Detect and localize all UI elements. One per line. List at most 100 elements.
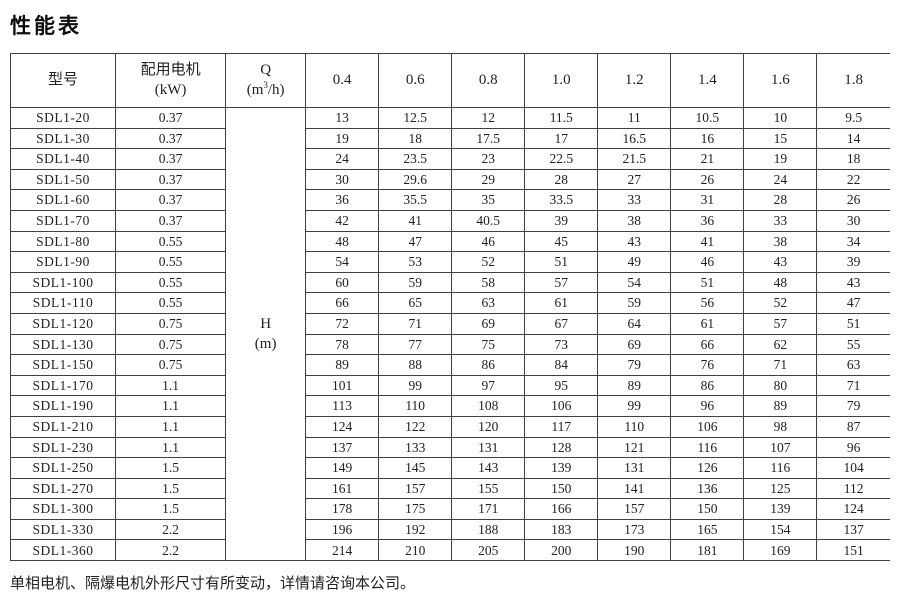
head-value-cell: 29 bbox=[451, 168, 526, 191]
head-value-cell: 128 bbox=[524, 436, 599, 459]
head-value-cell: 71 bbox=[816, 374, 890, 397]
head-value-cell: 125 bbox=[743, 477, 818, 500]
head-value-cell: 196 bbox=[305, 518, 380, 541]
head-value-cell: 166 bbox=[524, 498, 599, 520]
head-value-cell: 18 bbox=[816, 148, 890, 170]
head-value-cell: 26 bbox=[670, 168, 745, 191]
head-value-cell: 169 bbox=[743, 539, 818, 562]
model-cell: SDL1-150 bbox=[9, 354, 117, 376]
head-value-cell: 22.5 bbox=[524, 148, 599, 170]
head-value-cell: 10 bbox=[743, 107, 818, 129]
col-header-flow-value: 0.6 bbox=[378, 53, 453, 108]
head-value-cell: 41 bbox=[670, 230, 745, 253]
head-value-cell: 210 bbox=[378, 539, 453, 562]
head-value-cell: 15 bbox=[743, 127, 818, 150]
flow-unit: (m3/h) bbox=[226, 80, 305, 101]
head-value-cell: 49 bbox=[597, 251, 672, 273]
head-value-cell: 38 bbox=[597, 209, 672, 232]
head-value-cell: 43 bbox=[816, 271, 890, 294]
table-row: SDL1-250 1.5 149 145 143 139 131 126 116 104 bbox=[9, 457, 890, 479]
head-value-cell: 24 bbox=[305, 148, 380, 170]
table-row: SDL1-20 0.37 H (m) 13 12.5 12 11.5 11 10.5 10 9.5 bbox=[9, 106, 890, 562]
motor-power-cell: 0.37 bbox=[115, 107, 227, 129]
model-cell: SDL1-210 bbox=[9, 415, 117, 438]
head-value-cell: 108 bbox=[451, 395, 526, 417]
head-value-cell: 36 bbox=[305, 189, 380, 211]
head-value-cell: 86 bbox=[670, 374, 745, 397]
table-row: SDL1-60 0.37 36 35.5 35 33.5 33 31 28 26 bbox=[9, 189, 890, 211]
table-row: SDL1-110 0.55 66 65 63 61 59 56 52 47 bbox=[9, 292, 890, 314]
head-value-cell: 137 bbox=[816, 518, 890, 541]
motor-power-cell: 1.1 bbox=[115, 374, 227, 397]
model-cell: SDL1-70 bbox=[9, 209, 117, 232]
head-value-cell: 126 bbox=[670, 457, 745, 479]
head-value-cell: 69 bbox=[451, 312, 526, 335]
head-symbol: H bbox=[260, 315, 272, 332]
head-value-cell: 45 bbox=[524, 230, 599, 253]
model-cell: SDL1-90 bbox=[9, 251, 117, 273]
head-value-cell: 175 bbox=[378, 498, 453, 520]
head-value-cell: 57 bbox=[524, 271, 599, 294]
motor-power-cell: 0.55 bbox=[115, 271, 227, 294]
head-value-cell: 54 bbox=[597, 271, 672, 294]
head-value-cell: 139 bbox=[524, 457, 599, 479]
head-value-cell: 43 bbox=[743, 251, 818, 273]
col-header-motor-unit: (kW) bbox=[154, 81, 187, 98]
head-value-cell: 190 bbox=[597, 539, 672, 562]
table-row: SDL1-130 0.75 78 77 75 73 69 66 62 55 bbox=[9, 333, 890, 356]
head-unit: (m) bbox=[254, 336, 277, 353]
table-row: SDL1-230 1.1 137 133 131 128 121 116 107 96 bbox=[9, 436, 890, 459]
head-value-cell: 67 bbox=[524, 312, 599, 335]
head-value-cell: 48 bbox=[743, 271, 818, 294]
header-row: 型号 配用电机 (kW) Q (m3/h) 0.4 0.6 0.8 1.0 1.… bbox=[9, 53, 890, 108]
head-value-cell: 60 bbox=[305, 271, 380, 294]
motor-power-cell: 0.37 bbox=[115, 168, 227, 191]
head-value-cell: 150 bbox=[524, 477, 599, 500]
model-cell: SDL1-40 bbox=[9, 148, 117, 170]
model-cell: SDL1-330 bbox=[9, 518, 117, 541]
head-value-cell: 143 bbox=[451, 457, 526, 479]
head-value-cell: 47 bbox=[378, 230, 453, 253]
head-value-cell: 33 bbox=[743, 209, 818, 232]
head-value-cell: 13 bbox=[305, 107, 380, 129]
motor-power-cell: 0.75 bbox=[115, 333, 227, 356]
motor-power-cell: 1.1 bbox=[115, 436, 227, 459]
head-value-cell: 63 bbox=[451, 292, 526, 314]
head-value-cell: 63 bbox=[816, 354, 890, 376]
head-value-cell: 55 bbox=[816, 333, 890, 356]
table-row: SDL1-30 0.37 19 18 17.5 17 16.5 16 15 14 bbox=[9, 127, 890, 150]
head-value-cell: 79 bbox=[597, 354, 672, 376]
head-value-cell: 69 bbox=[597, 333, 672, 356]
head-value-cell: 112 bbox=[816, 477, 890, 500]
head-value-cell: 101 bbox=[305, 374, 380, 397]
head-value-cell: 149 bbox=[305, 457, 380, 479]
table-row: SDL1-120 0.75 72 71 69 67 64 61 57 51 bbox=[9, 312, 890, 335]
head-value-cell: 155 bbox=[451, 477, 526, 500]
head-value-cell: 14 bbox=[816, 127, 890, 150]
table-row: SDL1-170 1.1 101 99 97 95 89 86 80 71 bbox=[9, 374, 890, 397]
head-value-cell: 99 bbox=[597, 395, 672, 417]
head-value-cell: 214 bbox=[305, 539, 380, 562]
head-value-cell: 80 bbox=[743, 374, 818, 397]
motor-power-cell: 1.1 bbox=[115, 395, 227, 417]
motor-power-cell: 0.37 bbox=[115, 148, 227, 170]
col-header-flow-value: 0.4 bbox=[305, 53, 380, 108]
head-value-cell: 122 bbox=[378, 415, 453, 438]
motor-power-cell: 1.5 bbox=[115, 457, 227, 479]
head-value-cell: 28 bbox=[743, 189, 818, 211]
motor-power-cell: 0.55 bbox=[115, 230, 227, 253]
motor-power-cell: 2.2 bbox=[115, 518, 227, 541]
model-cell: SDL1-360 bbox=[9, 539, 117, 562]
model-cell: SDL1-50 bbox=[9, 168, 117, 191]
head-value-cell: 145 bbox=[378, 457, 453, 479]
head-value-cell: 31 bbox=[670, 189, 745, 211]
col-header-model: 型号 bbox=[9, 53, 117, 108]
head-value-cell: 33 bbox=[597, 189, 672, 211]
head-value-cell: 29.6 bbox=[378, 168, 453, 191]
head-value-cell: 40.5 bbox=[451, 209, 526, 232]
head-value-cell: 75 bbox=[451, 333, 526, 356]
head-value-cell: 96 bbox=[670, 395, 745, 417]
head-value-cell: 205 bbox=[451, 539, 526, 562]
head-value-cell: 71 bbox=[378, 312, 453, 335]
head-value-cell: 77 bbox=[378, 333, 453, 356]
